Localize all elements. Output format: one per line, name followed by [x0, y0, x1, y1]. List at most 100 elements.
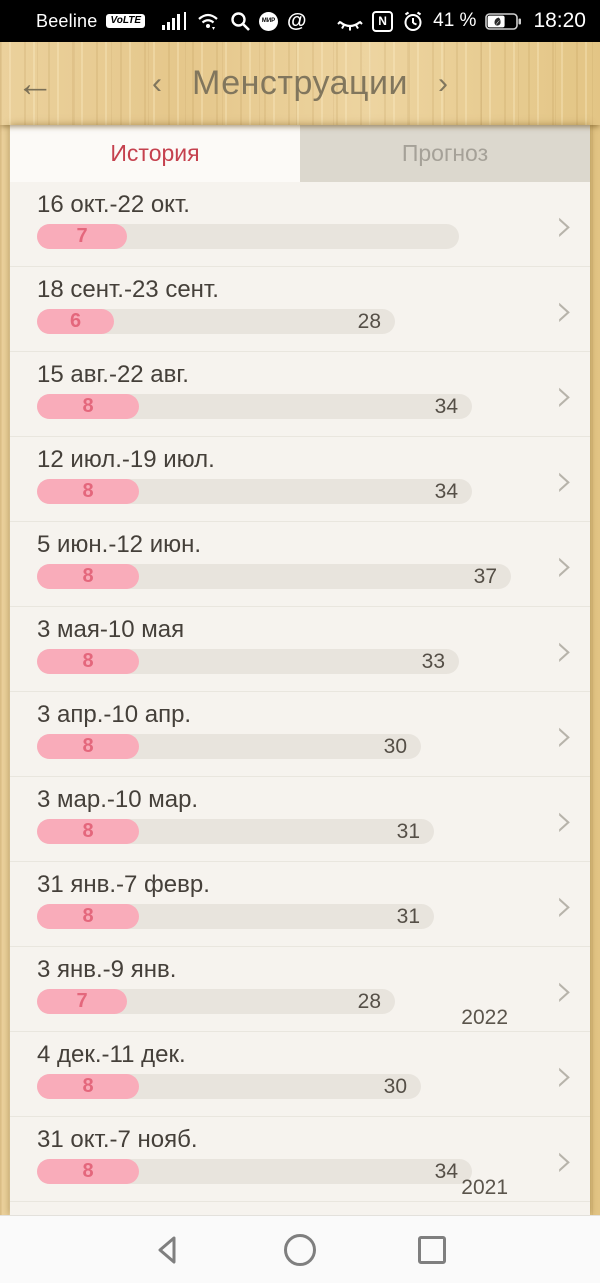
period-bar: 6	[37, 309, 114, 334]
cycle-bar: 8 34	[37, 1159, 590, 1184]
search-icon	[231, 12, 250, 31]
period-bar: 8	[37, 734, 139, 759]
cycle-length-label: 33	[421, 650, 445, 673]
carrier-label: Beeline	[36, 10, 98, 31]
period-bar: 8	[37, 649, 139, 674]
next-category-chevron-icon[interactable]: ›	[437, 66, 448, 100]
cycle-range: 3 мая-10 мая	[37, 616, 185, 643]
cycle-range: 4 дек.-11 дек.	[37, 1041, 186, 1068]
cycle-bar-track: 8 37	[37, 564, 511, 589]
cycle-bar: 8 33	[37, 649, 590, 674]
cycle-bar-track: 8 34	[37, 479, 472, 504]
cycle-bar-track: 8 31	[37, 819, 434, 844]
cycle-row[interactable]: 3 мар.-10 мар. 8 31 ›	[10, 777, 590, 862]
eye-comfort-icon	[337, 20, 363, 31]
content-card: История Прогноз 16 окт.-22 окт. 7 › 18 с…	[10, 125, 590, 1215]
cycle-bar-track: 6 28	[37, 309, 395, 334]
period-bar: 8	[37, 904, 139, 929]
cycle-bar-track: 8 34	[37, 394, 472, 419]
period-bar: 8	[37, 564, 139, 589]
cycle-length-label: 30	[383, 735, 407, 758]
tab-history[interactable]: История	[10, 125, 300, 182]
cycle-length-label: 31	[396, 820, 420, 843]
row-chevron-icon: ›	[555, 878, 574, 932]
wifi-icon	[198, 13, 218, 30]
back-button[interactable]: ←	[16, 62, 54, 105]
year-label: 2021	[461, 1176, 508, 1199]
at-icon: @	[287, 10, 307, 32]
battery-icon	[485, 12, 522, 30]
cycle-row[interactable]: 16 окт.-22 окт. 7 ›	[10, 182, 590, 267]
cycle-bar: 8 31	[37, 819, 590, 844]
period-bar: 7	[37, 989, 127, 1014]
row-chevron-icon: ›	[555, 368, 574, 422]
signal-strength-icon	[162, 12, 187, 30]
cycle-bar: 8 30	[37, 1074, 590, 1099]
wood-background: ← ‹ Менструации › История Прогноз 16 окт…	[0, 42, 600, 1215]
cycle-length-label: 30	[383, 1075, 407, 1098]
cycle-length-label: 31	[396, 905, 420, 928]
cycle-bar: 8 37	[37, 564, 590, 589]
nav-recents-icon[interactable]	[412, 1230, 452, 1270]
volte-badge: VoLTE	[106, 14, 146, 28]
row-chevron-icon: ›	[555, 793, 574, 847]
period-bar: 8	[37, 819, 139, 844]
cycle-range: 31 янв.-7 февр.	[37, 871, 210, 898]
cycle-row[interactable]: 31 окт.-7 нояб. 8 34 › 2021	[10, 1117, 590, 1202]
nav-back-icon[interactable]	[148, 1230, 188, 1270]
history-list: 16 окт.-22 окт. 7 › 18 сент.-23 сент. 6 …	[10, 182, 590, 1202]
cycle-bar: 8 30	[37, 734, 590, 759]
cycle-length-label: 37	[473, 565, 497, 588]
tab-bar: История Прогноз	[10, 125, 590, 182]
cycle-bar-track: 7 28	[37, 989, 395, 1014]
row-chevron-icon: ›	[555, 1048, 574, 1102]
row-chevron-icon: ›	[555, 453, 574, 507]
cycle-row[interactable]: 15 авг.-22 авг. 8 34 ›	[10, 352, 590, 437]
cycle-bar: 7 28	[37, 989, 590, 1014]
cycle-length-label: 34	[434, 1160, 458, 1183]
row-chevron-icon: ›	[555, 538, 574, 592]
period-bar: 8	[37, 1159, 139, 1184]
cycle-row[interactable]: 3 янв.-9 янв. 7 28 › 2022	[10, 947, 590, 1032]
cycle-bar: 6 28	[37, 309, 590, 334]
row-chevron-icon: ›	[555, 1133, 574, 1187]
header: ← ‹ Менструации ›	[0, 42, 600, 125]
cycle-range: 3 мар.-10 мар.	[37, 786, 199, 813]
cycle-row[interactable]: 3 апр.-10 апр. 8 30 ›	[10, 692, 590, 777]
tab-forecast[interactable]: Прогноз	[300, 125, 590, 182]
cycle-range: 3 янв.-9 янв.	[37, 956, 177, 983]
cycle-row[interactable]: 5 июн.-12 июн. 8 37 ›	[10, 522, 590, 607]
cycle-length-label: 34	[434, 480, 458, 503]
year-label: 2022	[461, 1006, 508, 1029]
android-nav-bar	[0, 1215, 600, 1283]
cycle-bar-track: 8 30	[37, 1074, 421, 1099]
status-time: 18:20	[533, 9, 586, 32]
status-bar: Beeline VoLTE МИР @	[0, 0, 600, 42]
cycle-row[interactable]: 3 мая-10 мая 8 33 ›	[10, 607, 590, 692]
nav-home-icon[interactable]	[280, 1230, 320, 1270]
row-chevron-icon: ›	[555, 198, 574, 252]
cycle-range: 18 сент.-23 сент.	[37, 276, 219, 303]
cycle-bar: 8 34	[37, 394, 590, 419]
cycle-bar-track: 8 31	[37, 904, 434, 929]
period-bar: 7	[37, 224, 127, 249]
prev-category-chevron-icon[interactable]: ‹	[152, 66, 162, 100]
row-chevron-icon: ›	[555, 623, 574, 677]
cycle-range: 3 апр.-10 апр.	[37, 701, 192, 728]
cycle-row[interactable]: 12 июл.-19 июл. 8 34 ›	[10, 437, 590, 522]
cycle-bar: 7	[37, 224, 590, 249]
cycle-row[interactable]: 4 дек.-11 дек. 8 30 ›	[10, 1032, 590, 1117]
cycle-row[interactable]: 18 сент.-23 сент. 6 28 ›	[10, 267, 590, 352]
cycle-range: 15 авг.-22 авг.	[37, 361, 189, 388]
cycle-bar: 8 34	[37, 479, 590, 504]
alarm-icon	[404, 11, 422, 31]
cycle-row[interactable]: 31 янв.-7 февр. 8 31 ›	[10, 862, 590, 947]
row-chevron-icon: ›	[555, 708, 574, 762]
cycle-bar-track: 7	[37, 224, 459, 249]
cycle-length-label: 28	[357, 310, 381, 333]
row-chevron-icon: ›	[555, 283, 574, 337]
cycle-range: 16 окт.-22 окт.	[37, 191, 190, 218]
period-bar: 8	[37, 394, 139, 419]
cycle-bar-track: 8 34	[37, 1159, 472, 1184]
